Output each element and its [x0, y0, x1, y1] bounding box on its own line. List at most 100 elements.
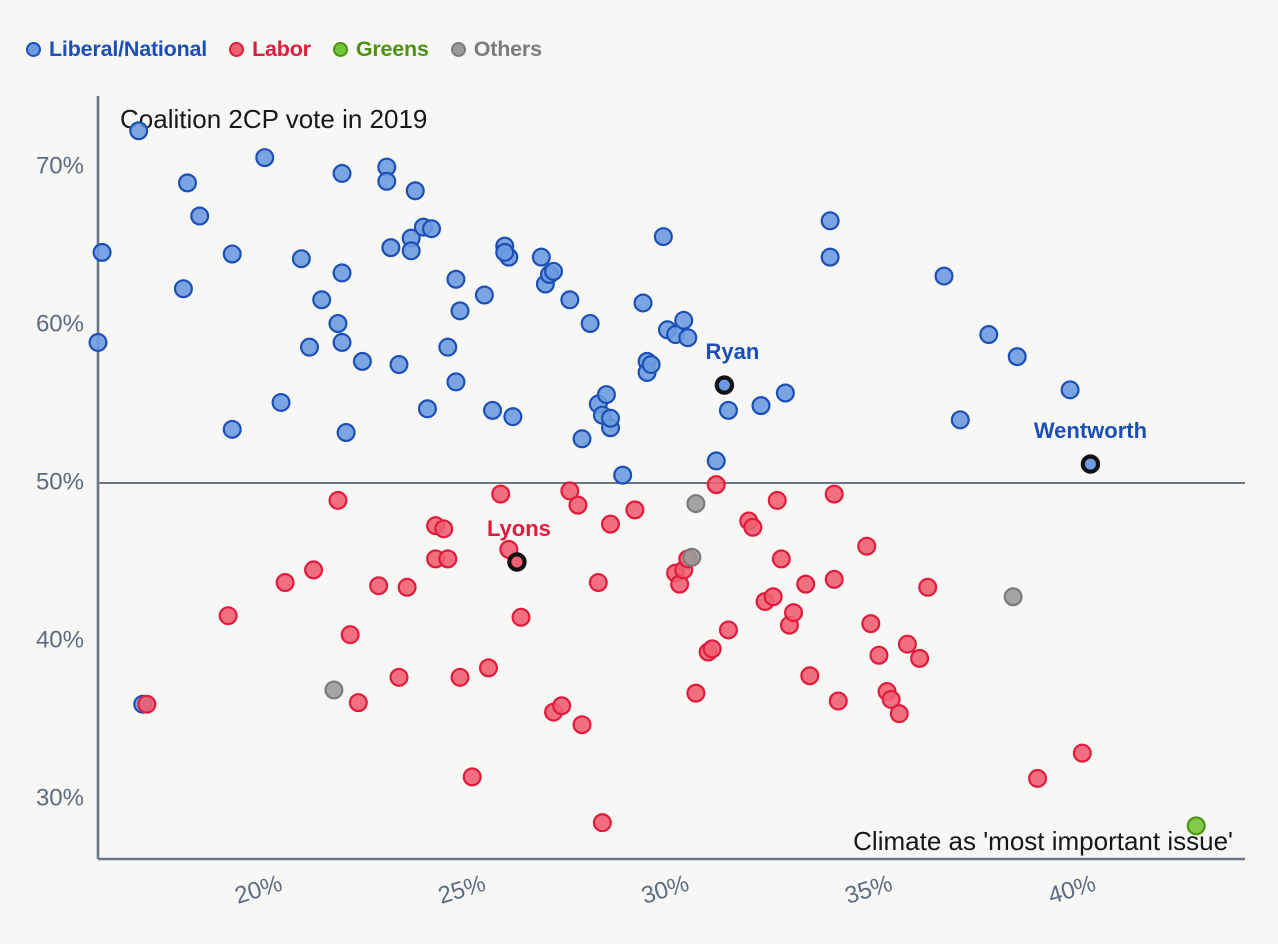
data-point[interactable]: [1060, 380, 1080, 400]
data-point[interactable]: [332, 332, 352, 352]
data-point[interactable]: [474, 285, 494, 305]
data-point[interactable]: [857, 536, 877, 556]
data-point[interactable]: [560, 290, 580, 310]
data-point[interactable]: [889, 704, 909, 724]
highlighted-point-ryan[interactable]: [714, 375, 735, 395]
data-point[interactable]: [560, 481, 580, 501]
data-point[interactable]: [718, 620, 738, 640]
data-point[interactable]: [552, 696, 572, 716]
data-point[interactable]: [332, 163, 352, 183]
data-point[interactable]: [718, 400, 738, 420]
legend-item-others[interactable]: Others: [450, 37, 542, 62]
data-point[interactable]: [312, 290, 332, 310]
data-point[interactable]: [304, 560, 324, 580]
data-point[interactable]: [751, 396, 771, 416]
data-point[interactable]: [702, 639, 722, 659]
data-point[interactable]: [348, 693, 368, 713]
data-point[interactable]: [796, 574, 816, 594]
highlighted-point-wentworth[interactable]: [1080, 454, 1101, 474]
data-point[interactable]: [336, 422, 356, 442]
data-point[interactable]: [369, 576, 389, 596]
data-point[interactable]: [531, 247, 551, 267]
data-point[interactable]: [438, 549, 458, 569]
data-point[interactable]: [588, 573, 608, 593]
data-point[interactable]: [580, 313, 600, 333]
data-point[interactable]: [222, 419, 242, 439]
data-point[interactable]: [275, 573, 295, 593]
legend-item-liberal-national[interactable]: Liberal/National: [26, 37, 207, 62]
data-point[interactable]: [775, 383, 795, 403]
data-point[interactable]: [222, 244, 242, 264]
data-point[interactable]: [129, 121, 149, 141]
data-point[interactable]: [446, 269, 466, 289]
data-point[interactable]: [218, 606, 238, 626]
data-point[interactable]: [625, 500, 645, 520]
data-point[interactable]: [190, 206, 210, 226]
data-point[interactable]: [173, 279, 193, 299]
data-point[interactable]: [820, 211, 840, 231]
data-point[interactable]: [422, 219, 442, 239]
data-point[interactable]: [450, 667, 470, 687]
data-point[interactable]: [641, 355, 661, 375]
data-point[interactable]: [828, 691, 848, 711]
data-point[interactable]: [869, 645, 889, 665]
data-point[interactable]: [491, 484, 511, 504]
data-point[interactable]: [503, 407, 523, 427]
data-point[interactable]: [255, 148, 275, 168]
data-point[interactable]: [328, 313, 348, 333]
data-point[interactable]: [340, 625, 360, 645]
data-point[interactable]: [92, 242, 112, 262]
data-point[interactable]: [1003, 587, 1023, 607]
data-point[interactable]: [763, 587, 783, 607]
data-point[interactable]: [352, 351, 372, 371]
data-point[interactable]: [1186, 816, 1206, 836]
data-point[interactable]: [568, 495, 588, 515]
data-point[interactable]: [674, 310, 694, 330]
data-point[interactable]: [881, 689, 901, 709]
data-point[interactable]: [918, 577, 938, 597]
data-point[interactable]: [800, 666, 820, 686]
data-point[interactable]: [446, 372, 466, 392]
data-point[interactable]: [450, 301, 470, 321]
data-point[interactable]: [934, 266, 954, 286]
data-point[interactable]: [771, 549, 791, 569]
data-point[interactable]: [572, 429, 592, 449]
data-point[interactable]: [910, 648, 930, 668]
data-point[interactable]: [767, 490, 787, 510]
data-point[interactable]: [596, 385, 616, 405]
data-point[interactable]: [686, 494, 706, 514]
data-point[interactable]: [633, 293, 653, 313]
data-point[interactable]: [600, 514, 620, 534]
data-point[interactable]: [572, 715, 592, 735]
data-point[interactable]: [377, 171, 397, 191]
data-point[interactable]: [177, 173, 197, 193]
data-point[interactable]: [1072, 743, 1092, 763]
data-point[interactable]: [678, 328, 698, 348]
data-point[interactable]: [706, 475, 726, 495]
data-point[interactable]: [897, 634, 917, 654]
data-point[interactable]: [271, 392, 291, 412]
data-point[interactable]: [397, 577, 417, 597]
data-point[interactable]: [438, 337, 458, 357]
data-point[interactable]: [824, 569, 844, 589]
data-point[interactable]: [405, 181, 425, 201]
data-point[interactable]: [389, 355, 409, 375]
data-point[interactable]: [820, 247, 840, 267]
data-point[interactable]: [324, 680, 344, 700]
data-point[interactable]: [511, 607, 531, 627]
data-point[interactable]: [1028, 768, 1048, 788]
data-point[interactable]: [682, 547, 702, 567]
data-point[interactable]: [137, 694, 157, 714]
data-point[interactable]: [332, 263, 352, 283]
data-point[interactable]: [950, 410, 970, 430]
highlighted-point-lyons[interactable]: [507, 552, 527, 572]
data-point[interactable]: [381, 238, 401, 258]
data-point[interactable]: [495, 242, 515, 262]
data-point[interactable]: [592, 813, 612, 833]
data-point[interactable]: [417, 399, 437, 419]
data-point[interactable]: [784, 603, 804, 623]
data-point[interactable]: [861, 614, 881, 634]
data-point[interactable]: [743, 517, 763, 537]
data-point[interactable]: [483, 400, 503, 420]
data-point[interactable]: [434, 519, 454, 539]
